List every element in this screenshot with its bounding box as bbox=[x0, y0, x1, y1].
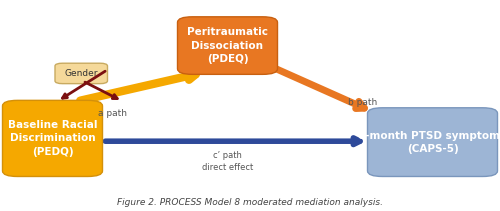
Text: Figure 2. PROCESS Model 8 moderated mediation analysis.: Figure 2. PROCESS Model 8 moderated medi… bbox=[117, 198, 383, 207]
FancyBboxPatch shape bbox=[178, 17, 278, 74]
Text: a path: a path bbox=[98, 109, 127, 118]
Text: 6-month PTSD symptoms
(CAPS-5): 6-month PTSD symptoms (CAPS-5) bbox=[358, 131, 500, 154]
Text: c’ path
direct effect: c’ path direct effect bbox=[202, 151, 253, 172]
FancyBboxPatch shape bbox=[368, 108, 498, 176]
Text: Gender: Gender bbox=[64, 69, 98, 78]
FancyBboxPatch shape bbox=[2, 100, 102, 176]
Text: Peritraumatic
Dissociation
(PDEQ): Peritraumatic Dissociation (PDEQ) bbox=[187, 27, 268, 64]
Text: Baseline Racial
Discrimination
(PEDQ): Baseline Racial Discrimination (PEDQ) bbox=[8, 120, 97, 157]
FancyBboxPatch shape bbox=[55, 63, 108, 84]
Text: b path: b path bbox=[348, 97, 377, 107]
